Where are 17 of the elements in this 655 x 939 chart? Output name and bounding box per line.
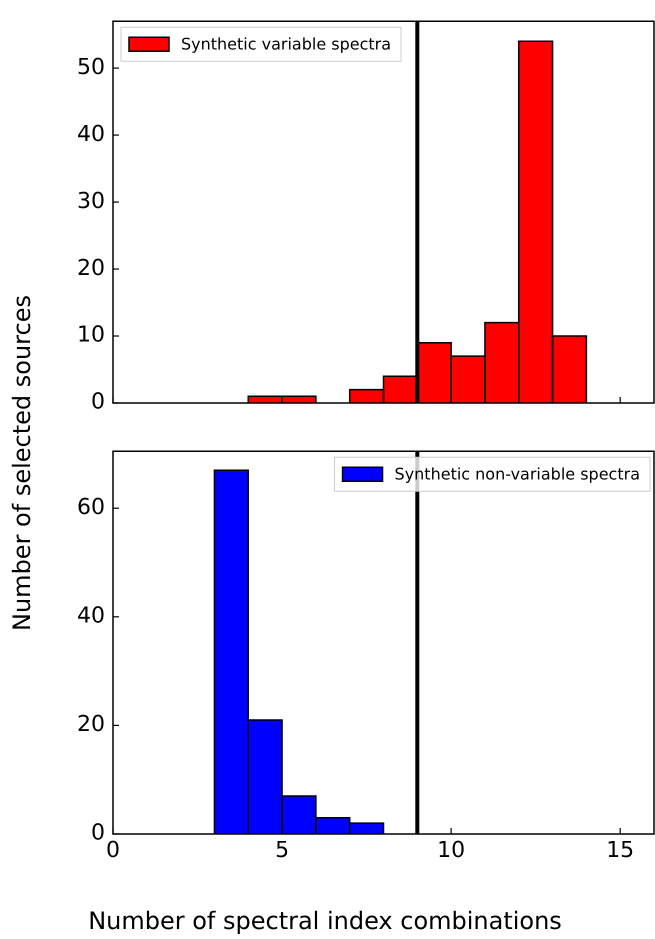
- legend-label: Synthetic variable spectra: [181, 34, 392, 54]
- x-tick-label: 10: [437, 838, 466, 863]
- y-tick-label: 40: [77, 604, 105, 629]
- x-tick-label: 15: [606, 838, 634, 863]
- legend-label: Synthetic non-variable spectra: [394, 464, 640, 484]
- y-tick-label: 0: [91, 390, 105, 415]
- y-tick-label: 20: [77, 712, 105, 738]
- x-tick-label: 5: [275, 838, 290, 863]
- y-axis-title: Number of selected sources: [8, 295, 36, 631]
- y-tick-label: 10: [77, 322, 105, 348]
- y-tick-label: 30: [77, 188, 105, 214]
- y-tick-label: 60: [77, 494, 105, 520]
- y-tick-label: 40: [77, 122, 105, 147]
- y-tick-label: 0: [91, 820, 105, 846]
- x-axis-title: Number of spectral index combinations: [88, 907, 562, 935]
- y-tick-label: 20: [77, 256, 105, 281]
- y-tick-label: 50: [77, 54, 105, 80]
